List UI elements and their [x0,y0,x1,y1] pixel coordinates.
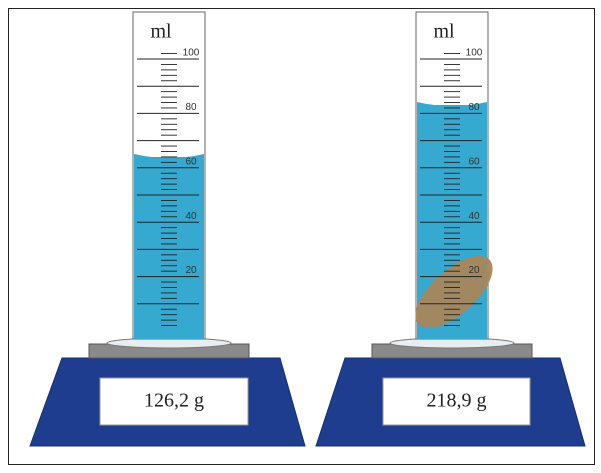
cylinder-set: 218,9 g ml 100 80 60 40 20 [315,11,586,447]
water [134,157,204,339]
graduation-label: 100 [466,48,483,59]
cylinder-set: 126,2 g ml 100 80 60 40 20 [29,11,306,447]
graduation-label: 60 [468,156,480,167]
unit-label: ml [433,21,455,43]
stone [415,255,493,329]
graduation-label: 40 [468,211,480,222]
graduation-label: 80 [468,102,480,113]
graduation-label: 20 [468,265,480,276]
scale-reading: 218,9 g [427,390,487,412]
graduation-label: 80 [185,102,197,113]
scale-display [99,377,249,426]
meniscus [134,154,204,159]
graduation-label: 60 [185,156,197,167]
scale-display [382,377,531,426]
graduation-label: 40 [185,211,197,222]
scale-reading: 126,2 g [144,390,204,412]
unit-label: ml [150,21,172,43]
graduation-label: 20 [185,265,197,276]
graduation-label: 100 [183,48,200,59]
meniscus [417,102,487,107]
